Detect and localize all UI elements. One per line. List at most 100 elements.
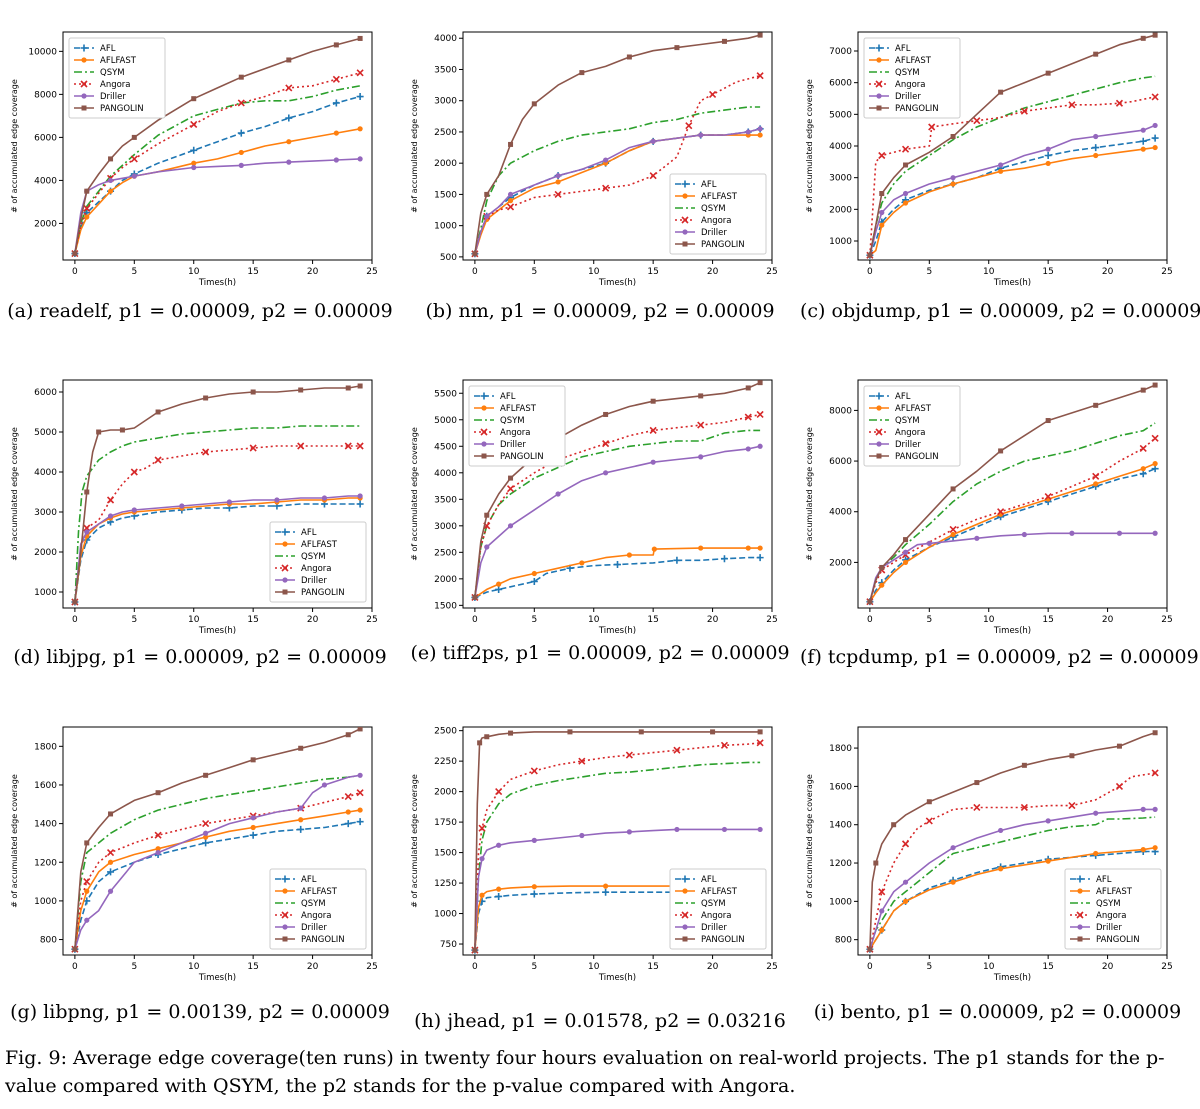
- series-line-aflfast: [869, 146, 1156, 256]
- series-line-aflfast: [74, 128, 361, 254]
- chart-svg-h: 0 5 10 15 20 25 750 1000 1250 1500 1750 2000 2250 250…: [410, 726, 778, 983]
- data-point: [108, 811, 114, 817]
- data-point: [697, 421, 705, 429]
- series-line-pangolin: [74, 728, 361, 950]
- data-point: [879, 908, 885, 914]
- data-point: [107, 859, 114, 865]
- data-point: [720, 555, 728, 563]
- y-axis-label: # of accumulated edge coverage: [805, 774, 814, 908]
- y-tick-label: 7000: [829, 47, 852, 57]
- data-point: [674, 826, 680, 833]
- series-driller: [867, 122, 1158, 258]
- chart-svg-e: 0 5 10 15 20 25 1500 2000 2500 3000 3500 4000 4500 50…: [410, 379, 778, 636]
- series-line-driller: [474, 128, 761, 255]
- y-tick-label: 4000: [34, 468, 57, 478]
- x-axis-label: Times(h): [598, 626, 636, 636]
- x-tick-label: 25: [366, 615, 377, 625]
- data-point: [238, 149, 244, 156]
- data-point: [555, 179, 561, 185]
- data-point: [238, 74, 244, 80]
- legend-entry-pangolin: PANGOLIN: [895, 452, 939, 462]
- data-point: [357, 156, 363, 162]
- data-point: [651, 546, 657, 552]
- x-tick-label: 10: [588, 267, 600, 277]
- legend-entry-pangolin: PANGOLIN: [1096, 935, 1140, 945]
- data-point: [1115, 99, 1124, 107]
- series-line-afl: [869, 137, 1156, 256]
- x-tick-label: 15: [247, 267, 258, 277]
- y-tick-label: 2000: [34, 219, 57, 229]
- caption-g: (g) libpng, p1 = 0.00139, p2 = 0.00009: [10, 1001, 390, 1023]
- series-pangolin: [867, 32, 1158, 258]
- legend-entry-qsym: QSYM: [895, 416, 920, 426]
- series-line-angora: [74, 791, 361, 950]
- data-point: [202, 448, 210, 456]
- data-point: [974, 780, 980, 786]
- data-point: [720, 741, 729, 749]
- y-tick-label: 2000: [829, 205, 852, 215]
- series-line-pangolin: [869, 384, 1156, 602]
- chart-svg-a: 0 5 10 15 20 25 2000 4000 6000 8000 10000 Times(h) #…: [10, 31, 378, 288]
- data-point: [507, 198, 514, 204]
- series-line-angora: [474, 413, 761, 598]
- data-point: [130, 155, 138, 163]
- data-point: [155, 790, 161, 796]
- data-point: [507, 523, 514, 529]
- x-tick-label: 25: [1161, 962, 1172, 972]
- series-line-driller: [869, 808, 1156, 950]
- data-point: [495, 892, 503, 900]
- data-point: [484, 544, 490, 550]
- y-tick-label: 1500: [434, 849, 457, 859]
- data-point: [698, 393, 704, 399]
- legend-entry-qsym: QSYM: [301, 899, 326, 909]
- chart-panel-f: 0 5 10 15 20 25 2000 4000 6000 8000 Times(h) # of a…: [800, 368, 1185, 638]
- legend-marker: [80, 44, 88, 52]
- y-tick-label: 1000: [34, 897, 57, 907]
- x-tick-label: 25: [1161, 615, 1172, 625]
- data-point: [698, 454, 704, 460]
- series-line-pangolin: [74, 37, 361, 254]
- series-line-qsym: [869, 816, 1156, 950]
- legend-entry-driller: Driller: [500, 440, 526, 450]
- data-point: [902, 898, 909, 904]
- series-driller: [867, 806, 1158, 952]
- data-point: [496, 842, 502, 848]
- data-point: [507, 191, 514, 198]
- y-tick-label: 1600: [34, 781, 57, 791]
- legend-marker: [80, 80, 88, 88]
- series-line-qsym: [474, 106, 761, 254]
- data-point: [84, 888, 90, 894]
- y-tick-label: 1200: [34, 858, 57, 868]
- legend-marker: [282, 541, 288, 547]
- data-point: [1140, 806, 1146, 812]
- x-tick-label: 15: [1042, 962, 1053, 972]
- data-point: [297, 442, 305, 450]
- series-line-qsym: [74, 774, 361, 950]
- legend-entry-qsym: QSYM: [701, 899, 726, 909]
- x-tick-label: 15: [647, 962, 658, 972]
- data-point: [602, 888, 610, 896]
- data-point: [1151, 465, 1159, 473]
- data-point: [554, 190, 562, 198]
- legend-entry-qsym: QSYM: [100, 68, 125, 78]
- legend-marker: [1077, 888, 1083, 894]
- y-tick-label: 8000: [34, 90, 57, 100]
- y-axis-label: # of accumulated edge coverage: [10, 79, 19, 213]
- data-point: [602, 440, 610, 448]
- data-point: [237, 99, 245, 107]
- legend-entry-afl: AFL: [895, 44, 911, 54]
- data-point: [203, 772, 209, 778]
- legend-entry-driller: Driller: [701, 923, 727, 933]
- data-point: [867, 599, 873, 605]
- x-tick-label: 10: [188, 267, 200, 277]
- legend: AFL AFLFAST QSYM Angora Driller PANGOLIN: [1064, 868, 1162, 950]
- y-tick-label: 1600: [829, 782, 852, 792]
- y-tick-label: 1500: [434, 601, 457, 611]
- y-tick-label: 4500: [434, 442, 457, 452]
- series-driller: [72, 493, 363, 605]
- legend-marker: [282, 936, 288, 942]
- y-tick-label: 1800: [34, 742, 57, 752]
- y-axis-label: # of accumulated edge coverage: [410, 79, 419, 213]
- data-point: [96, 429, 102, 435]
- data-point: [506, 203, 515, 211]
